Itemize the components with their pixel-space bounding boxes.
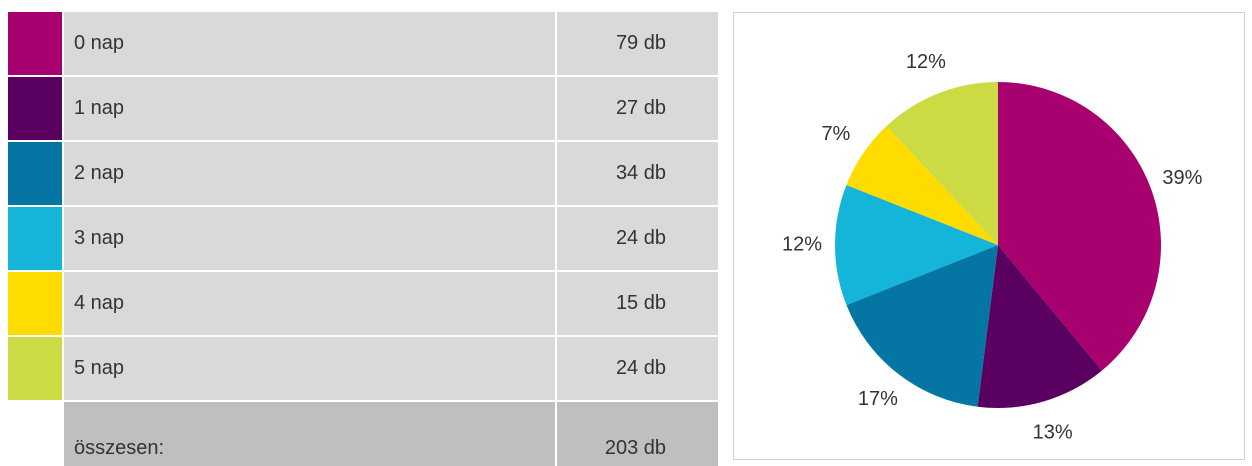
row-value: 79 db xyxy=(557,12,718,75)
row-value: 24 db xyxy=(557,207,718,270)
color-swatch xyxy=(8,142,62,205)
color-swatch xyxy=(8,272,62,335)
pie-slice xyxy=(977,245,1102,408)
pie-slice xyxy=(886,82,998,245)
total-value: 203 db xyxy=(557,402,718,466)
data-label: 17% xyxy=(858,388,898,410)
row-label: 0 nap xyxy=(64,12,555,75)
pie-slice xyxy=(835,184,998,306)
pie-slice xyxy=(846,126,998,245)
chart-panel xyxy=(733,12,1245,460)
data-label: 12% xyxy=(906,51,946,73)
row-label: 5 nap xyxy=(64,337,555,400)
data-label: 39% xyxy=(1162,167,1202,189)
row-label: 4 nap xyxy=(64,272,555,335)
color-swatch xyxy=(8,207,62,270)
data-label: 12% xyxy=(782,233,822,255)
row-value: 34 db xyxy=(557,142,718,205)
row-value: 27 db xyxy=(557,77,718,140)
color-swatch xyxy=(8,12,62,75)
row-label: 3 nap xyxy=(64,207,555,270)
row-value: 15 db xyxy=(557,272,718,335)
data-label: 13% xyxy=(1033,421,1073,443)
data-label: 7% xyxy=(821,123,850,145)
color-swatch xyxy=(8,337,62,400)
pie-slice xyxy=(846,245,998,407)
row-label: 2 nap xyxy=(64,142,555,205)
row-label: 1 nap xyxy=(64,77,555,140)
total-label: összesen: xyxy=(64,402,555,466)
pie-slice xyxy=(998,82,1161,371)
color-swatch xyxy=(8,77,62,140)
row-value: 24 db xyxy=(557,337,718,400)
